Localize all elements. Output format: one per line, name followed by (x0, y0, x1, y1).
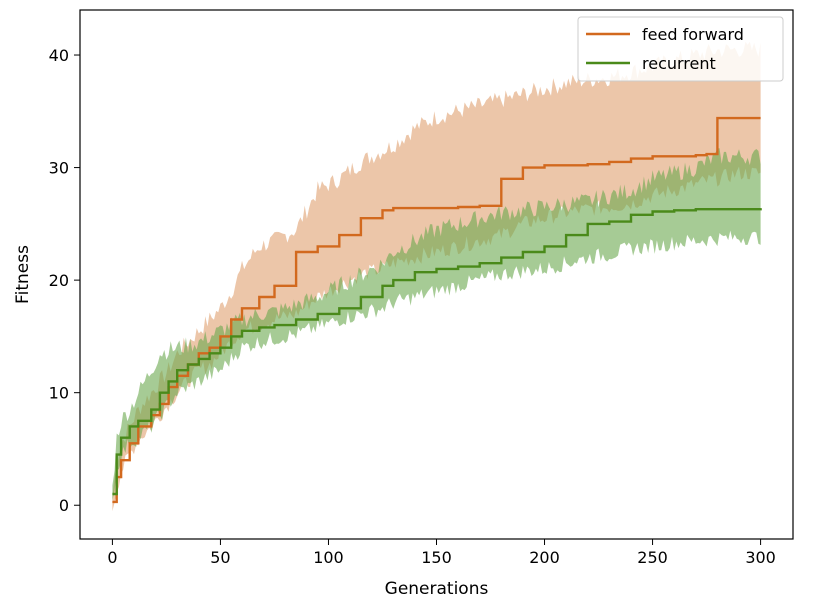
plot-lines (112, 116, 762, 504)
x-tick-label: 250 (637, 548, 668, 567)
y-axis-ticks: 0 10 20 30 40 (49, 46, 80, 515)
band-recurrent (112, 148, 761, 501)
plot-bands (112, 41, 761, 512)
y-tick-label: 20 (49, 271, 69, 290)
y-axis-title: Fitness (13, 245, 33, 304)
x-tick-label: 0 (107, 548, 117, 567)
y-tick-label: 10 (49, 384, 69, 403)
line-feed-forward (112, 116, 761, 504)
legend-label-recurrent: recurrent (642, 54, 716, 73)
x-axis-ticks: 0 50 100 150 200 250 300 (107, 539, 776, 567)
x-tick-label: 50 (210, 548, 230, 567)
x-axis-title: Generations (385, 579, 489, 599)
x-tick-label: 150 (421, 548, 452, 567)
x-tick-label: 300 (745, 548, 776, 567)
line-recurrent (112, 208, 762, 496)
legend-label-feed-forward: feed forward (642, 25, 744, 44)
legend: feed forward recurrent (577, 16, 784, 82)
y-tick-label: 40 (49, 46, 69, 65)
band-feed-forward (112, 41, 761, 512)
y-tick-label: 0 (59, 496, 69, 515)
y-tick-label: 30 (49, 159, 69, 178)
x-tick-label: 100 (313, 548, 344, 567)
x-tick-label: 200 (529, 548, 560, 567)
